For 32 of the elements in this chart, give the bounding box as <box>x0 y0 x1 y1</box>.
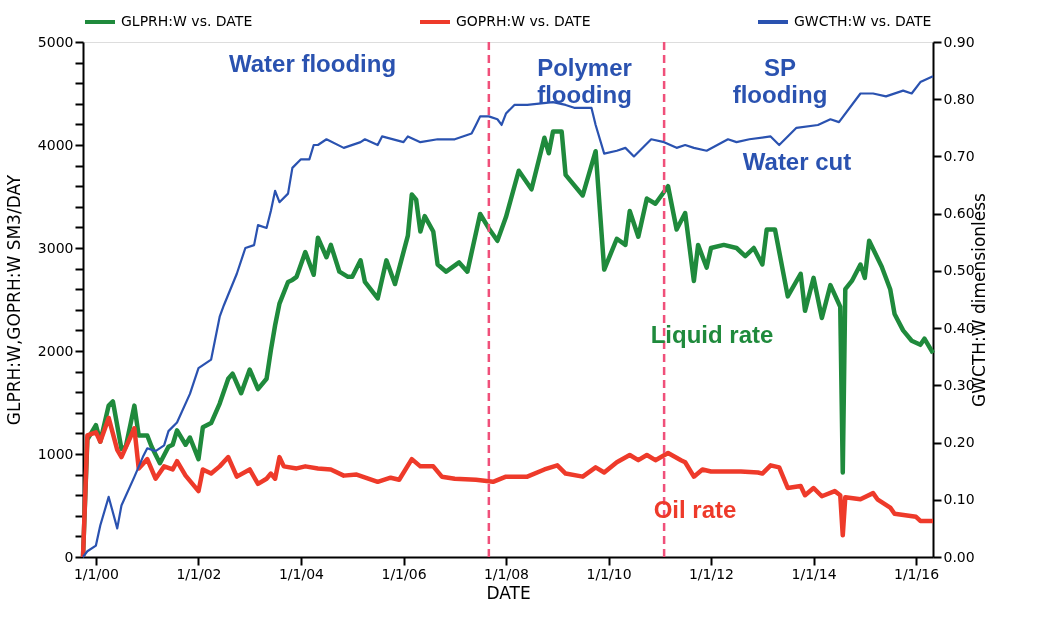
x-tick-label: 1/1/06 <box>381 565 427 582</box>
x-tick-label: 1/1/14 <box>791 565 837 582</box>
y2-tick-label: 0.00 <box>943 548 975 565</box>
x-axis-title: DATE <box>486 582 531 603</box>
x-tick-label: 1/1/04 <box>278 565 325 582</box>
y-tick-label: 4000 <box>37 136 74 153</box>
y-tick-label: 2000 <box>37 342 74 359</box>
annotation: Polymer flooding <box>537 53 632 108</box>
annotation: Water cut <box>742 148 852 176</box>
y2-tick-label: 0.80 <box>943 90 975 107</box>
y2-tick-label: 0.70 <box>943 147 975 164</box>
y2-tick-label: 0.90 <box>943 33 975 50</box>
x-tick-label: 1/1/02 <box>176 565 222 582</box>
y-tick-label: 3000 <box>37 239 74 256</box>
x-tick-label: 1/1/12 <box>688 565 735 582</box>
annotation: SP flooding <box>732 53 828 108</box>
x-tick-label: 1/1/10 <box>586 565 632 582</box>
x-tick-label: 1/1/16 <box>893 565 940 582</box>
annotation: Water flooding <box>228 50 397 78</box>
y-tick-label: 5000 <box>37 33 74 50</box>
legend-label: GWCTH:W vs. DATE <box>794 13 932 29</box>
y-tick-label: 1000 <box>37 445 74 462</box>
x-tick-label: 1/1/00 <box>73 565 119 582</box>
y-axis-title: GLPRH:W,GOPRH:W SM3/DAY <box>3 174 24 426</box>
y2-tick-label: 0.20 <box>943 434 975 451</box>
y-tick-label: 0 <box>64 548 74 565</box>
x-tick-label: 1/1/08 <box>483 565 529 582</box>
y2-tick-label: 0.10 <box>943 491 975 508</box>
legend-label: GLPRH:W vs. DATE <box>121 13 253 29</box>
annotation: Liquid rate <box>650 320 774 348</box>
annotation: Oil rate <box>653 495 737 523</box>
legend-label: GOPRH:W vs. DATE <box>456 13 591 29</box>
